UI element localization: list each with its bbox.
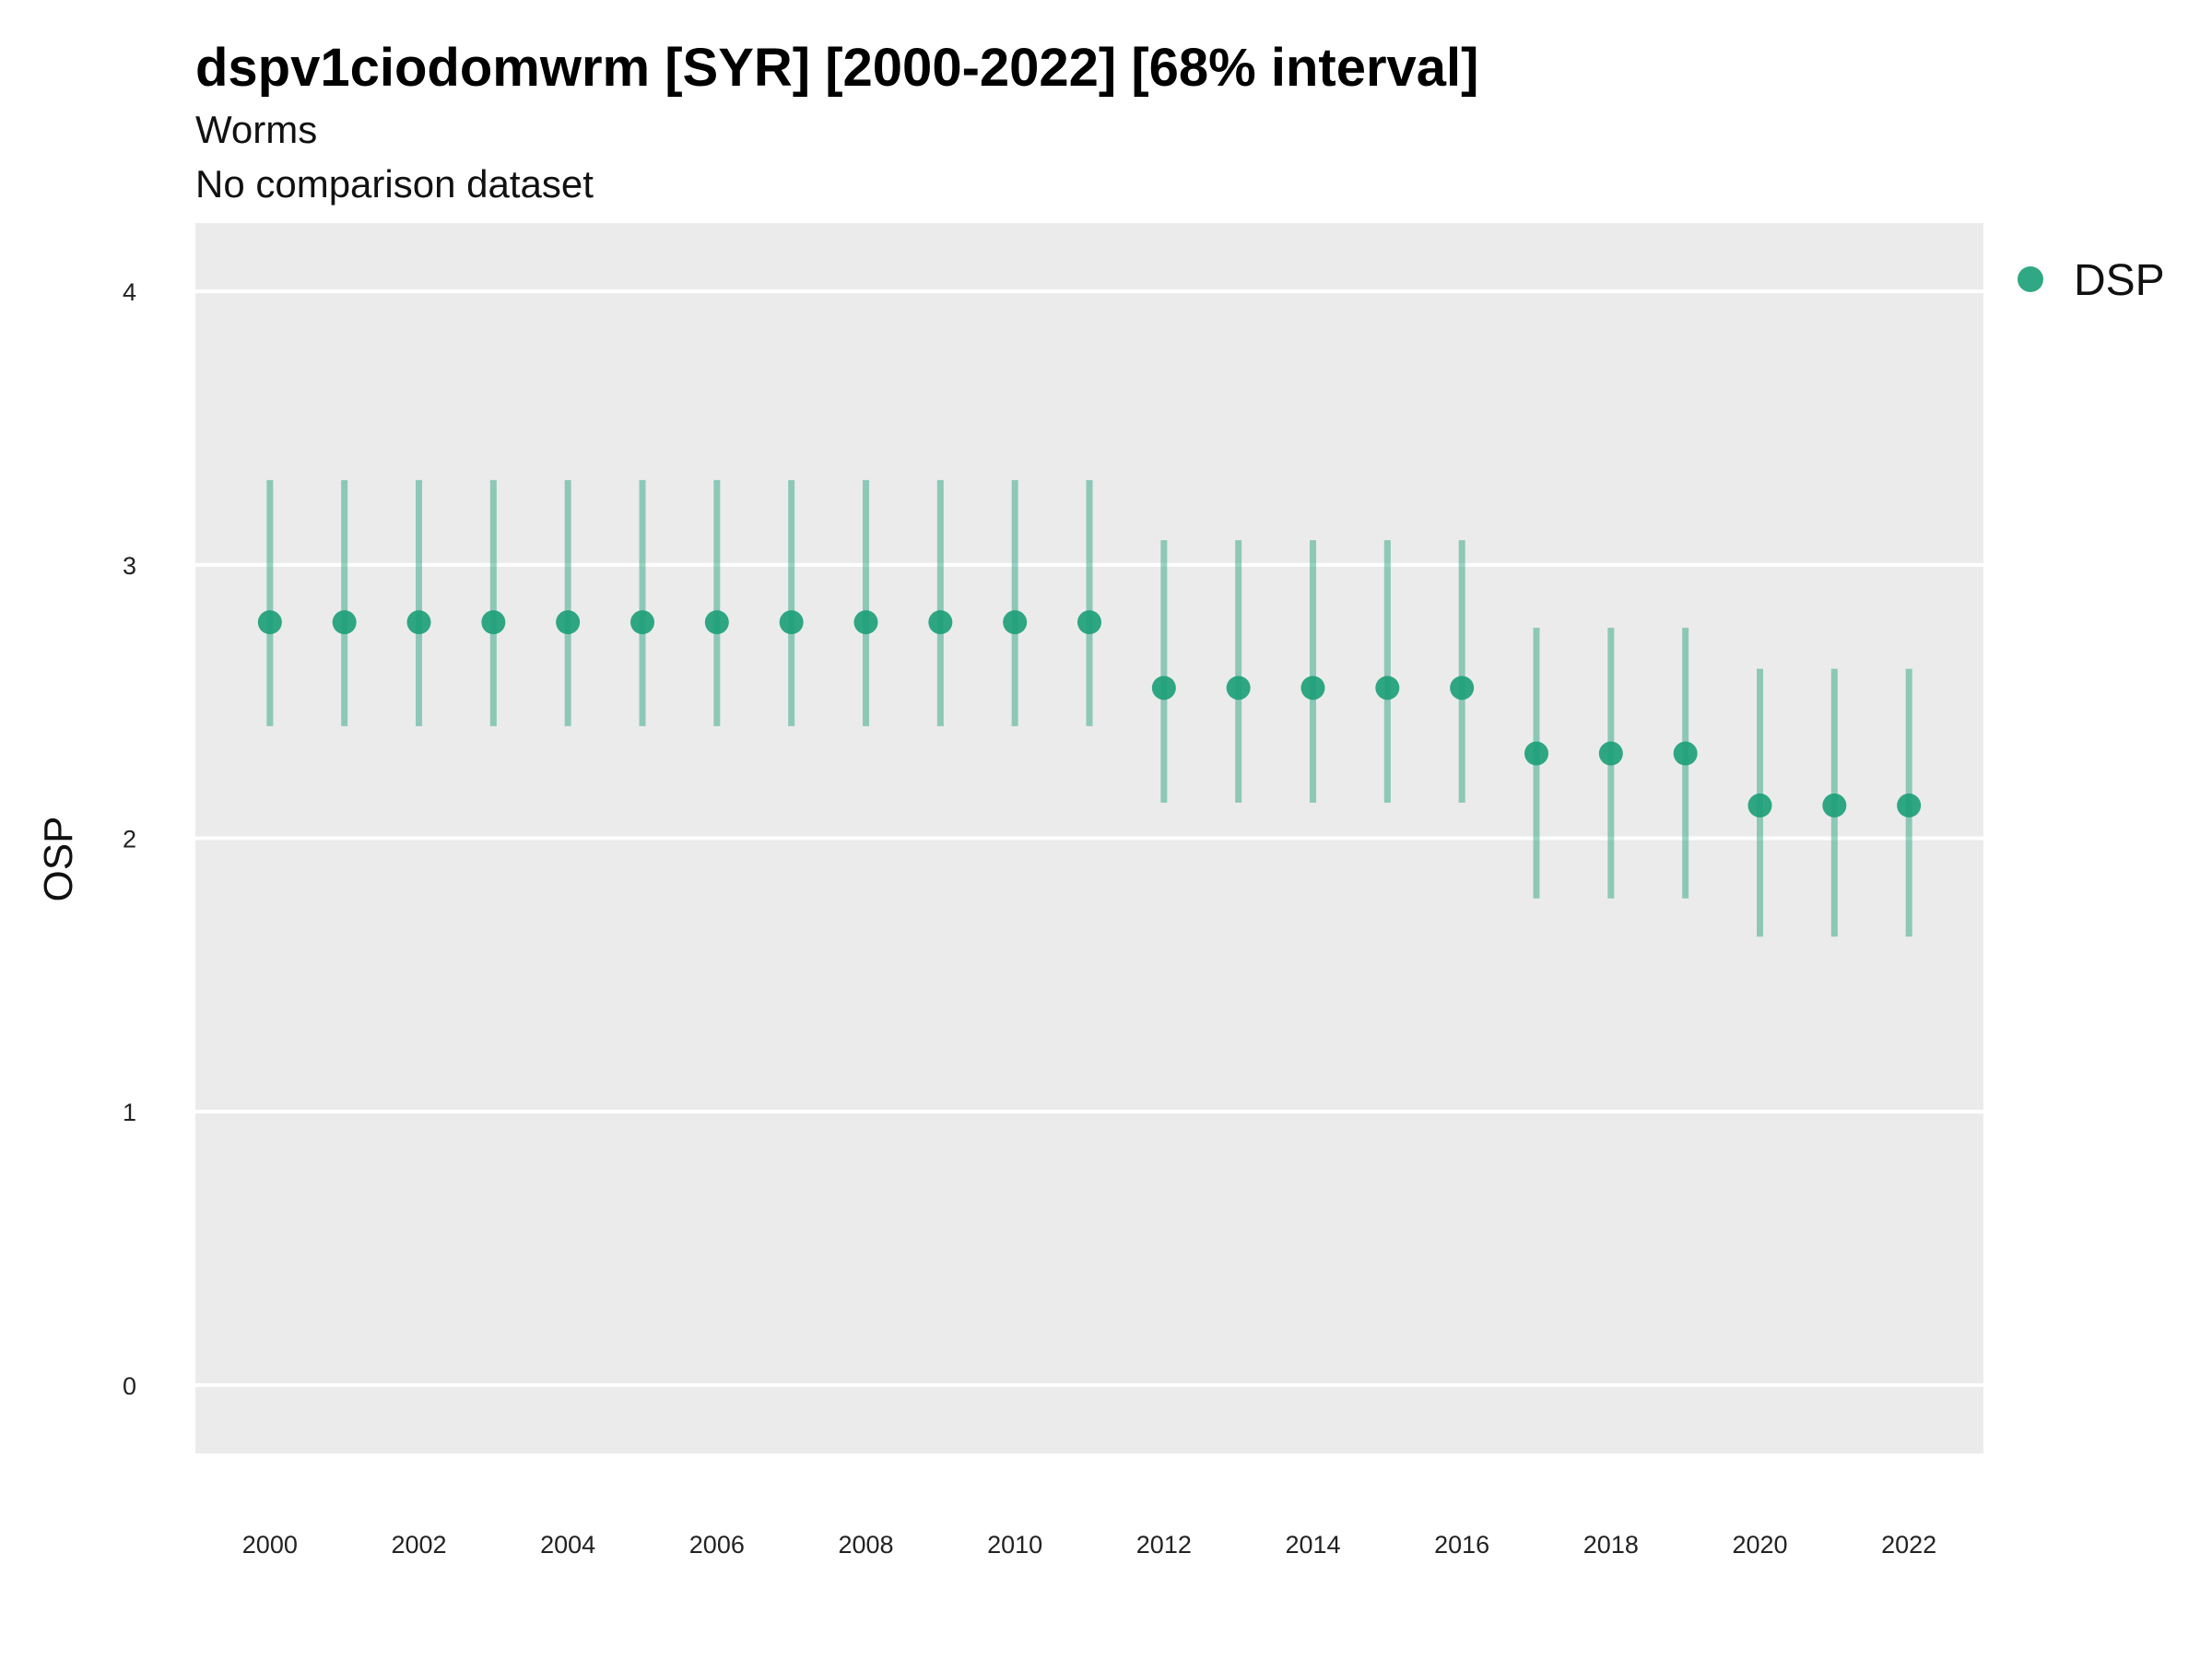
data-point-2021: [1822, 793, 1847, 818]
data-point-2006: [704, 610, 729, 635]
x-tick-label: 2000: [242, 1531, 298, 1559]
data-point-2001: [332, 610, 357, 635]
data-point-2011: [1077, 610, 1101, 635]
x-tick-label: 2018: [1583, 1531, 1639, 1559]
data-point-2008: [853, 610, 878, 635]
x-tick-labels: 2000 2002 2004 2006 2008 2010 2012 2014 2016 2018…: [242, 1531, 1936, 1559]
data-point-2012: [1151, 676, 1176, 700]
x-tick-label: 2006: [689, 1531, 745, 1559]
x-tick-label: 2002: [391, 1531, 446, 1559]
data-point-2002: [406, 610, 431, 635]
data-point-2000: [257, 610, 282, 635]
data-point-2018: [1598, 741, 1623, 766]
data-point-2009: [928, 610, 953, 635]
data-points: [257, 610, 1922, 818]
y-tick-label: 1: [123, 1099, 136, 1126]
data-point-2007: [779, 610, 804, 635]
y-axis-label: OSP: [36, 817, 81, 902]
data-point-2010: [1003, 610, 1028, 635]
y-tick-label: 2: [123, 826, 136, 853]
x-tick-label: 2012: [1136, 1531, 1192, 1559]
data-point-2015: [1375, 676, 1400, 700]
x-tick-label: 2016: [1434, 1531, 1489, 1559]
data-point-2022: [1897, 793, 1922, 818]
chart-subtitle-secondary: No comparison dataset: [195, 162, 594, 206]
data-point-2017: [1524, 741, 1548, 766]
x-tick-label: 2004: [540, 1531, 595, 1559]
chart-subtitle: Worms: [195, 108, 317, 151]
x-tick-label: 2008: [838, 1531, 893, 1559]
data-point-2014: [1300, 676, 1325, 700]
grid-lines: [195, 289, 1983, 1387]
legend-label-dsp: DSP: [2074, 256, 2165, 305]
data-point-2004: [556, 610, 581, 635]
legend-key-dsp: [2018, 266, 2043, 292]
data-point-2005: [630, 610, 654, 635]
y-tick-label: 3: [123, 552, 136, 580]
x-tick-label: 2014: [1285, 1531, 1340, 1559]
x-tick-label: 2020: [1732, 1531, 1787, 1559]
y-tick-labels: 0 1 2 3 4: [123, 278, 136, 1400]
data-point-2003: [481, 610, 506, 635]
chart-title: dspv1ciodomwrm [SYR] [2000-2022] [68% in…: [195, 38, 1478, 98]
data-point-2019: [1673, 741, 1698, 766]
x-tick-label: 2010: [987, 1531, 1042, 1559]
data-point-2020: [1747, 793, 1772, 818]
data-point-2013: [1226, 676, 1251, 700]
data-point-2016: [1450, 676, 1475, 700]
y-tick-label: 4: [123, 278, 136, 306]
legend: DSP: [2018, 256, 2165, 305]
x-tick-label: 2022: [1881, 1531, 1936, 1559]
y-tick-label: 0: [123, 1372, 136, 1400]
